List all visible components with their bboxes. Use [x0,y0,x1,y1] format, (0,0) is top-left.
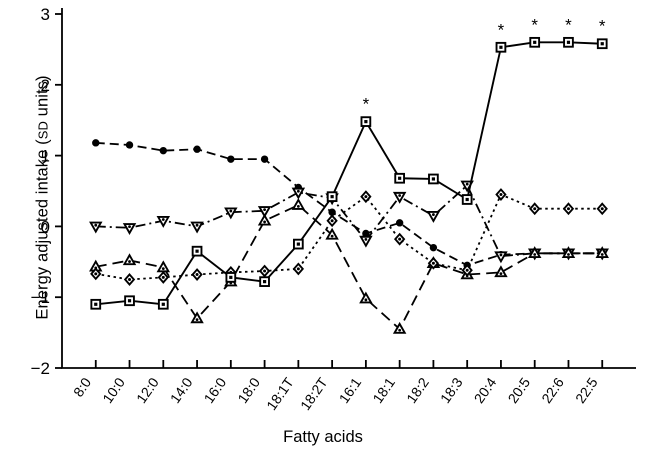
series-line [95,184,603,258]
data-point-filled-circle [125,141,134,149]
data-point-open-down-triangle [89,221,103,234]
data-point-open-up-triangle [359,291,373,304]
x-tick-label: 14:0 [167,374,196,406]
x-axis-ticks [94,360,604,368]
x-tick-label: 10:0 [99,374,128,406]
x-axis-tick-labels: 8:0 10:0 12:0 14:0 16:0 18:0 18:1T 18:2T 16:1 18:… [70,374,601,413]
series-markers [89,180,609,264]
significance-star: * [531,15,538,34]
x-tick-label: 16:1 [336,374,365,406]
data-point-filled-circle [227,155,235,163]
data-point-filled-circle [193,145,201,153]
y-axis-ticks: −2 −1 0 1 2 3 [31,5,62,378]
y-tick-label: 0 [41,217,50,236]
series-series-up-triangle [89,198,609,334]
series-line [95,204,603,330]
x-tick-label: 18:1T [263,374,297,413]
data-point-open-up-triangle [122,253,137,266]
y-tick-label: 2 [41,76,50,95]
data-point-open-down-triangle [122,223,137,235]
series-line [95,41,603,306]
series-series-down-triangle [89,180,609,264]
axis-spines [61,8,636,369]
data-point-open-down-triangle [257,206,272,218]
significance-star: * [363,95,370,114]
data-point-open-up-triangle [291,198,306,210]
data-point-filled-circle [260,155,269,163]
significance-star: * [565,15,572,34]
series-series-square [90,36,608,310]
data-point-open-down-triangle [156,215,171,228]
data-point-open-up-triangle [561,246,576,259]
data-point-open-down-triangle [494,251,508,264]
data-point-open-down-triangle [392,191,407,204]
data-point-open-down-triangle [359,235,373,248]
y-tick-label: −1 [31,288,50,307]
x-tick-label: 18:2 [403,374,432,406]
x-tick-label: 22:6 [538,374,567,406]
data-point-filled-circle [429,243,438,252]
data-point-open-down-triangle [426,211,441,223]
data-point-filled-circle [395,219,404,227]
data-point-open-up-triangle [190,311,204,324]
data-point-open-up-triangle [527,246,542,259]
x-tick-label: 22:5 [572,374,601,406]
series-markers [90,36,608,310]
y-tick-label: 3 [41,5,50,24]
data-point-filled-circle [362,229,370,238]
x-tick-label: 18:2T [297,374,331,413]
significance-star: * [599,17,606,36]
x-tick-label: 18:0 [234,374,263,406]
chart-axes [61,8,636,369]
data-point-open-up-triangle [257,213,272,226]
x-axis-title: Fatty acids [283,428,363,446]
x-tick-label: 18:3 [437,374,466,406]
x-tick-label: 8:0 [70,374,94,399]
data-point-open-down-triangle [190,221,204,234]
data-point-open-up-triangle [494,265,508,278]
annotations-layer: * * * * * [363,15,606,113]
data-point-filled-circle [159,146,167,155]
y-tick-label: −2 [31,359,50,378]
significance-star: * [498,20,505,39]
data-point-open-down-triangle [224,207,238,220]
data-series-layer [89,36,609,334]
data-point-open-down-triangle [291,187,306,200]
x-tick-label: 20:4 [471,374,500,406]
x-tick-label: 12:0 [133,374,162,406]
y-tick-label: 1 [41,147,50,166]
x-tick-label: 18:1 [369,374,398,406]
x-tick-label: 20:5 [504,374,533,406]
data-point-open-up-triangle [595,246,609,259]
data-point-open-up-triangle [392,321,407,334]
data-point-filled-circle [92,139,100,147]
data-point-open-up-triangle [325,227,339,240]
x-tick-label: 16:0 [201,374,230,406]
